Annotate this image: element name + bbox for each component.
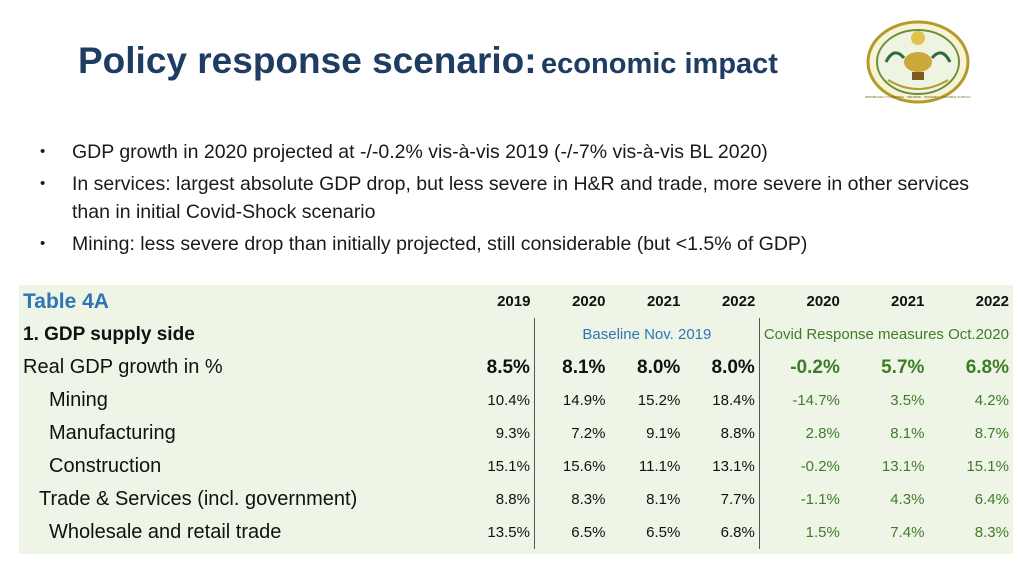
cell: 10.4% bbox=[470, 384, 535, 417]
cell: -1.1% bbox=[800, 491, 840, 508]
gdp-table: Table 4A 2019 2020 2021 2022 2020 2021 2… bbox=[19, 285, 1013, 549]
seal-text: REPUBULIKA Y'U RWANDA · UBUMWE · UMURIMO… bbox=[865, 95, 970, 99]
cell: 8.0% bbox=[637, 356, 681, 378]
table-title: Table 4A bbox=[23, 289, 109, 313]
year-header: 2022 bbox=[975, 293, 1009, 310]
cell: 6.5% bbox=[571, 524, 606, 541]
bullet-text: In services: largest absolute GDP drop, … bbox=[72, 173, 970, 223]
year-header: 2020 bbox=[572, 293, 606, 310]
table-4a: Table 4A 2019 2020 2021 2022 2020 2021 2… bbox=[19, 285, 1013, 554]
row-label: Real GDP growth in % bbox=[23, 356, 223, 378]
bullet-item: • GDP growth in 2020 projected at -/-0.2… bbox=[40, 138, 1000, 166]
cell: 4.2% bbox=[974, 392, 1009, 409]
table-row: Construction 15.1% 15.6% 11.1% 13.1% -0.… bbox=[19, 450, 1013, 483]
cell: 9.1% bbox=[646, 425, 681, 442]
cell: 8.1% bbox=[646, 491, 681, 508]
cell: 13.5% bbox=[470, 516, 535, 549]
covid-label: Covid Response measures Oct.2020 bbox=[758, 318, 1013, 351]
cell: 7.4% bbox=[890, 524, 925, 541]
table-row: Wholesale and retail trade 13.5% 6.5% 6.… bbox=[19, 516, 1013, 549]
rwanda-coat-of-arms-icon: REPUBULIKA Y'U RWANDA · UBUMWE · UMURIMO… bbox=[865, 20, 971, 104]
cell: 13.1% bbox=[881, 458, 925, 475]
cell: 8.1% bbox=[562, 356, 606, 378]
cell: 5.7% bbox=[881, 356, 925, 378]
bullet-marker: • bbox=[40, 175, 46, 192]
slide-title: Policy response scenario: economic impac… bbox=[78, 40, 778, 82]
cell: 6.8% bbox=[965, 356, 1009, 378]
table-row: Mining 10.4% 14.9% 15.2% 18.4% -14.7% 3.… bbox=[19, 384, 1013, 417]
cell: 1.5% bbox=[805, 524, 840, 541]
title-sub: economic impact bbox=[541, 48, 778, 80]
cell: 15.2% bbox=[637, 392, 681, 409]
cell: 14.9% bbox=[562, 392, 606, 409]
cell: 6.8% bbox=[684, 516, 760, 549]
bullet-marker: • bbox=[40, 235, 46, 252]
cell: -14.7% bbox=[792, 392, 840, 409]
table-section-row: 1. GDP supply side Baseline Nov. 2019 Co… bbox=[19, 318, 1013, 351]
year-header: 2019 bbox=[497, 293, 531, 310]
bullet-text: Mining: less severe drop than initially … bbox=[72, 233, 808, 255]
row-label: Manufacturing bbox=[49, 422, 176, 444]
cell: 6.4% bbox=[974, 491, 1009, 508]
table-header-row: Table 4A 2019 2020 2021 2022 2020 2021 2… bbox=[19, 285, 1013, 318]
cell: 8.8% bbox=[470, 483, 535, 516]
bullet-item: • In services: largest absolute GDP drop… bbox=[40, 170, 1000, 226]
bullet-marker: • bbox=[40, 143, 46, 160]
year-header: 2021 bbox=[646, 293, 681, 310]
cell: 15.6% bbox=[562, 458, 606, 475]
year-header: 2021 bbox=[891, 293, 925, 310]
bullet-text: GDP growth in 2020 projected at -/-0.2% … bbox=[72, 141, 768, 163]
year-header: 2020 bbox=[806, 293, 840, 310]
cell: 8.1% bbox=[890, 425, 925, 442]
table-row: Trade & Services (incl. government) 8.8%… bbox=[19, 483, 1013, 516]
cell: 7.2% bbox=[571, 425, 606, 442]
table-row: Real GDP growth in % 8.5% 8.1% 8.0% 8.0%… bbox=[19, 351, 1013, 384]
row-label: Mining bbox=[49, 389, 108, 411]
cell: 8.7% bbox=[974, 425, 1009, 442]
cell: 11.1% bbox=[638, 458, 681, 475]
cell: 13.1% bbox=[684, 450, 760, 483]
row-label: Wholesale and retail trade bbox=[49, 521, 282, 543]
cell: 2.8% bbox=[805, 425, 840, 442]
cell: 8.5% bbox=[470, 351, 535, 384]
cell: 9.3% bbox=[470, 417, 535, 450]
cell: 15.1% bbox=[470, 450, 535, 483]
year-header: 2022 bbox=[721, 293, 756, 310]
cell: 8.8% bbox=[684, 417, 760, 450]
cell: 4.3% bbox=[890, 491, 925, 508]
row-label: Construction bbox=[49, 455, 162, 477]
bullet-item: • Mining: less severe drop than initiall… bbox=[40, 230, 1000, 258]
bullet-list: • GDP growth in 2020 projected at -/-0.2… bbox=[40, 138, 1000, 262]
section-label: 1. GDP supply side bbox=[23, 323, 195, 345]
cell: -0.2% bbox=[790, 356, 840, 378]
cell: 7.7% bbox=[684, 483, 760, 516]
title-main: Policy response scenario: bbox=[78, 40, 537, 81]
cell: 3.5% bbox=[890, 392, 925, 409]
cell: 8.3% bbox=[974, 524, 1009, 541]
baseline-label: Baseline Nov. 2019 bbox=[582, 326, 712, 343]
cell: 18.4% bbox=[684, 384, 760, 417]
cell: 6.5% bbox=[646, 524, 681, 541]
cell: 8.3% bbox=[571, 491, 606, 508]
cell: 8.0% bbox=[684, 351, 760, 384]
table-row: Manufacturing 9.3% 7.2% 9.1% 8.8% 2.8% 8… bbox=[19, 417, 1013, 450]
row-label: Trade & Services (incl. government) bbox=[39, 488, 358, 510]
cell: 15.1% bbox=[966, 458, 1009, 475]
cell: -0.2% bbox=[800, 458, 840, 475]
